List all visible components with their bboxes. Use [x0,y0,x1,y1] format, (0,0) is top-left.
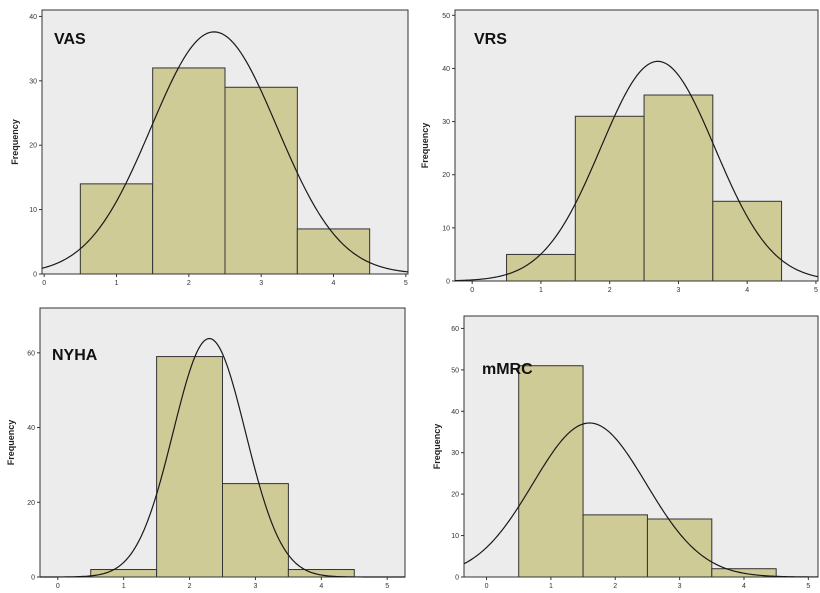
y-tick-label: 0 [446,279,450,286]
x-tick-label: 1 [549,583,553,590]
histogram-bar [712,200,783,282]
histogram-bar [224,86,298,275]
normal-curve [454,60,819,282]
x-tick-label: 1 [115,280,119,287]
y-tick-label: 0 [31,575,35,582]
x-tick-label: 3 [676,287,680,294]
y-tick-label: 40 [451,409,459,416]
x-tick-label: 5 [806,583,810,590]
histogram-bar [582,514,648,578]
x-tick-label: 1 [122,583,126,590]
y-tick-label: 40 [29,14,37,21]
normal-curve [39,337,405,578]
y-tick-label: 20 [442,172,450,179]
x-tick-label: 4 [332,280,336,287]
histogram-bar [287,569,355,578]
x-tick-label: 1 [539,287,543,294]
y-tick-label: 10 [451,533,459,540]
panel-title: mMRC [482,361,533,378]
x-tick-label: 0 [56,583,60,590]
histogram-bar [79,183,154,275]
x-tick-label: 4 [742,583,746,590]
y-tick-label: 30 [451,450,459,457]
histogram-bar [90,569,158,578]
x-tick-label: 2 [187,280,191,287]
x-tick-label: 4 [319,583,323,590]
histogram-bar [574,115,645,282]
x-tick-label: 2 [613,583,617,590]
histogram-bar [222,483,289,578]
y-axis-label: Frequency [6,420,16,466]
y-axis-label: Frequency [432,424,442,470]
histogram-bar [296,228,371,275]
y-tick-label: 0 [455,575,459,582]
histogram-bar [152,67,226,275]
histogram-panel-mmrc: 0 10 20 30 40 50 60 0 1 2 3 4 5 Frequency mMRC [432,315,819,590]
y-axis-label: Frequency [10,119,20,165]
x-tick-label: 0 [470,287,474,294]
y-tick-label: 50 [442,13,450,20]
normal-curve [463,422,818,578]
y-tick-label: 20 [451,492,459,499]
x-tick-label: 3 [259,280,263,287]
y-tick-label: 40 [27,425,35,432]
x-tick-label: 0 [485,583,489,590]
x-tick-label: 5 [404,280,408,287]
histogram-bar [518,365,584,578]
x-tick-label: 3 [253,583,257,590]
panel-title: VRS [474,31,507,48]
x-tick-label: 5 [385,583,389,590]
histogram-bar [646,518,713,578]
x-tick-label: 3 [678,583,682,590]
histogram-panel-vrs: 0 10 20 30 40 50 0 1 2 3 4 5 Frequency VRS [420,9,819,294]
panel-title: NYHA [52,347,98,364]
x-tick-label: 4 [745,287,749,294]
y-tick-label: 30 [29,78,37,85]
x-tick-label: 2 [188,583,192,590]
normal-curve [41,31,409,273]
histogram-panel-nyha: 0 20 40 60 0 1 2 3 4 5 Frequency NYHA [6,307,406,590]
y-tick-label: 30 [442,119,450,126]
histogram-bar [506,253,576,282]
y-tick-label: 20 [29,143,37,150]
y-tick-label: 60 [27,350,35,357]
y-tick-label: 20 [27,500,35,507]
histogram-panel-vas: 0 10 20 30 40 0 1 2 3 4 5 Frequency VAS [10,9,409,287]
histogram-bar [156,356,223,578]
y-tick-label: 10 [29,207,37,214]
y-tick-label: 0 [33,272,37,279]
y-tick-label: 60 [451,326,459,333]
y-tick-label: 50 [451,367,459,374]
histogram-bar [643,94,714,282]
x-tick-label: 0 [42,280,46,287]
y-tick-label: 40 [442,66,450,73]
y-tick-label: 10 [442,225,450,232]
y-axis-label: Frequency [420,123,430,169]
x-tick-label: 5 [814,287,818,294]
panel-title: VAS [54,31,86,48]
x-tick-label: 2 [608,287,612,294]
